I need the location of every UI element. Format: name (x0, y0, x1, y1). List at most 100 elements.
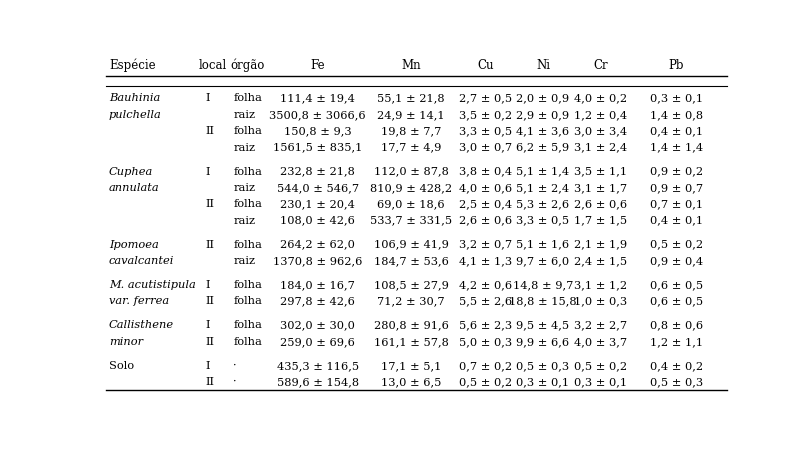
Text: Bauhinia: Bauhinia (109, 93, 160, 103)
Text: 4,1 ± 3,6: 4,1 ± 3,6 (517, 126, 569, 136)
Text: ·: · (234, 376, 237, 386)
Text: órgão: órgão (230, 59, 264, 72)
Text: 5,1 ± 2,4: 5,1 ± 2,4 (517, 183, 569, 193)
Text: 259,0 ± 69,6: 259,0 ± 69,6 (280, 336, 355, 346)
Text: 1,2 ± 1,1: 1,2 ± 1,1 (650, 336, 703, 346)
Text: 161,1 ± 57,8: 161,1 ± 57,8 (374, 336, 448, 346)
Text: 5,5 ± 2,6: 5,5 ± 2,6 (459, 296, 513, 306)
Text: II: II (205, 376, 214, 386)
Text: 2,6 ± 0,6: 2,6 ± 0,6 (574, 199, 627, 209)
Text: 232,8 ± 21,8: 232,8 ± 21,8 (280, 166, 355, 176)
Text: II: II (205, 296, 214, 306)
Text: 9,7 ± 6,0: 9,7 ± 6,0 (517, 255, 569, 265)
Text: 2,5 ± 0,4: 2,5 ± 0,4 (459, 199, 513, 209)
Text: minor: minor (109, 336, 143, 346)
Text: folha: folha (234, 336, 262, 346)
Text: 0,5 ± 0,3: 0,5 ± 0,3 (517, 360, 569, 370)
Text: 3,2 ± 2,7: 3,2 ± 2,7 (574, 320, 627, 330)
Text: 0,7 ± 0,1: 0,7 ± 0,1 (650, 199, 703, 209)
Text: I: I (205, 320, 209, 330)
Text: 280,8 ± 91,6: 280,8 ± 91,6 (374, 320, 448, 330)
Text: 0,3 ± 0,1: 0,3 ± 0,1 (517, 376, 569, 386)
Text: 3,3 ± 0,5: 3,3 ± 0,5 (517, 215, 569, 225)
Text: 0,9 ± 0,4: 0,9 ± 0,4 (650, 255, 703, 265)
Text: 3,5 ± 1,1: 3,5 ± 1,1 (574, 166, 627, 176)
Text: folha: folha (234, 126, 262, 136)
Text: folha: folha (234, 320, 262, 330)
Text: 112,0 ± 87,8: 112,0 ± 87,8 (374, 166, 448, 176)
Text: 108,0 ± 42,6: 108,0 ± 42,6 (280, 215, 355, 225)
Text: 4,0 ± 0,2: 4,0 ± 0,2 (574, 93, 627, 103)
Text: Mn: Mn (401, 59, 421, 72)
Text: raiz: raiz (234, 183, 255, 193)
Text: 3,5 ± 0,2: 3,5 ± 0,2 (459, 110, 513, 120)
Text: 0,6 ± 0,5: 0,6 ± 0,5 (650, 279, 703, 290)
Text: Callisthene: Callisthene (109, 320, 174, 330)
Text: folha: folha (234, 166, 262, 176)
Text: 3,8 ± 0,4: 3,8 ± 0,4 (459, 166, 513, 176)
Text: Pb: Pb (669, 59, 684, 72)
Text: 589,6 ± 154,8: 589,6 ± 154,8 (277, 376, 358, 386)
Text: 6,2 ± 5,9: 6,2 ± 5,9 (517, 142, 569, 152)
Text: 2,7 ± 0,5: 2,7 ± 0,5 (459, 93, 513, 103)
Text: 108,5 ± 27,9: 108,5 ± 27,9 (374, 279, 448, 290)
Text: raiz: raiz (234, 255, 255, 265)
Text: 0,5 ± 0,3: 0,5 ± 0,3 (650, 376, 703, 386)
Text: 2,9 ± 0,9: 2,9 ± 0,9 (517, 110, 569, 120)
Text: 2,6 ± 0,6: 2,6 ± 0,6 (459, 215, 513, 225)
Text: I: I (205, 279, 209, 290)
Text: Ipomoea: Ipomoea (109, 239, 159, 249)
Text: II: II (205, 239, 214, 249)
Text: 17,7 ± 4,9: 17,7 ± 4,9 (381, 142, 441, 152)
Text: 5,1 ± 1,6: 5,1 ± 1,6 (517, 239, 569, 249)
Text: pulchella: pulchella (109, 110, 161, 120)
Text: 0,3 ± 0,1: 0,3 ± 0,1 (574, 376, 627, 386)
Text: 1,4 ± 1,4: 1,4 ± 1,4 (650, 142, 703, 152)
Text: 4,2 ± 0,6: 4,2 ± 0,6 (459, 279, 513, 290)
Text: 3,0 ± 0,7: 3,0 ± 0,7 (459, 142, 513, 152)
Text: 297,8 ± 42,6: 297,8 ± 42,6 (280, 296, 355, 306)
Text: 0,4 ± 0,1: 0,4 ± 0,1 (650, 126, 703, 136)
Text: 264,2 ± 62,0: 264,2 ± 62,0 (280, 239, 355, 249)
Text: 1,4 ± 0,8: 1,4 ± 0,8 (650, 110, 703, 120)
Text: 302,0 ± 30,0: 302,0 ± 30,0 (280, 320, 355, 330)
Text: 4,1 ± 1,3: 4,1 ± 1,3 (459, 255, 513, 265)
Text: 1,0 ± 0,3: 1,0 ± 0,3 (574, 296, 627, 306)
Text: 0,9 ± 0,2: 0,9 ± 0,2 (650, 166, 703, 176)
Text: 19,8 ± 7,7: 19,8 ± 7,7 (381, 126, 441, 136)
Text: 5,1 ± 1,4: 5,1 ± 1,4 (517, 166, 569, 176)
Text: 5,6 ± 2,3: 5,6 ± 2,3 (459, 320, 513, 330)
Text: II: II (205, 336, 214, 346)
Text: annulata: annulata (109, 183, 160, 193)
Text: raiz: raiz (234, 215, 255, 225)
Text: Solo: Solo (109, 360, 134, 370)
Text: Ni: Ni (536, 59, 550, 72)
Text: 5,3 ± 2,6: 5,3 ± 2,6 (517, 199, 569, 209)
Text: I: I (205, 166, 209, 176)
Text: 1370,8 ± 962,6: 1370,8 ± 962,6 (272, 255, 363, 265)
Text: 435,3 ± 116,5: 435,3 ± 116,5 (277, 360, 358, 370)
Text: cavalcantei: cavalcantei (109, 255, 174, 265)
Text: 69,0 ± 18,6: 69,0 ± 18,6 (377, 199, 445, 209)
Text: 533,7 ± 331,5: 533,7 ± 331,5 (370, 215, 453, 225)
Text: folha: folha (234, 239, 262, 249)
Text: Espécie: Espécie (109, 59, 156, 72)
Text: 2,4 ± 1,5: 2,4 ± 1,5 (574, 255, 627, 265)
Text: 18,8 ± 15,8: 18,8 ± 15,8 (509, 296, 577, 306)
Text: 5,0 ± 0,3: 5,0 ± 0,3 (459, 336, 513, 346)
Text: 106,9 ± 41,9: 106,9 ± 41,9 (374, 239, 448, 249)
Text: 9,9 ± 6,6: 9,9 ± 6,6 (517, 336, 569, 346)
Text: II: II (205, 126, 214, 136)
Text: 4,0 ± 3,7: 4,0 ± 3,7 (574, 336, 627, 346)
Text: folha: folha (234, 279, 262, 290)
Text: 544,0 ± 546,7: 544,0 ± 546,7 (277, 183, 358, 193)
Text: 111,4 ± 19,4: 111,4 ± 19,4 (280, 93, 355, 103)
Text: Cr: Cr (593, 59, 607, 72)
Text: 150,8 ± 9,3: 150,8 ± 9,3 (284, 126, 351, 136)
Text: 1,2 ± 0,4: 1,2 ± 0,4 (574, 110, 627, 120)
Text: 13,0 ± 6,5: 13,0 ± 6,5 (381, 376, 441, 386)
Text: raiz: raiz (234, 110, 255, 120)
Text: 3,3 ± 0,5: 3,3 ± 0,5 (459, 126, 513, 136)
Text: II: II (205, 199, 214, 209)
Text: 55,1 ± 21,8: 55,1 ± 21,8 (377, 93, 445, 103)
